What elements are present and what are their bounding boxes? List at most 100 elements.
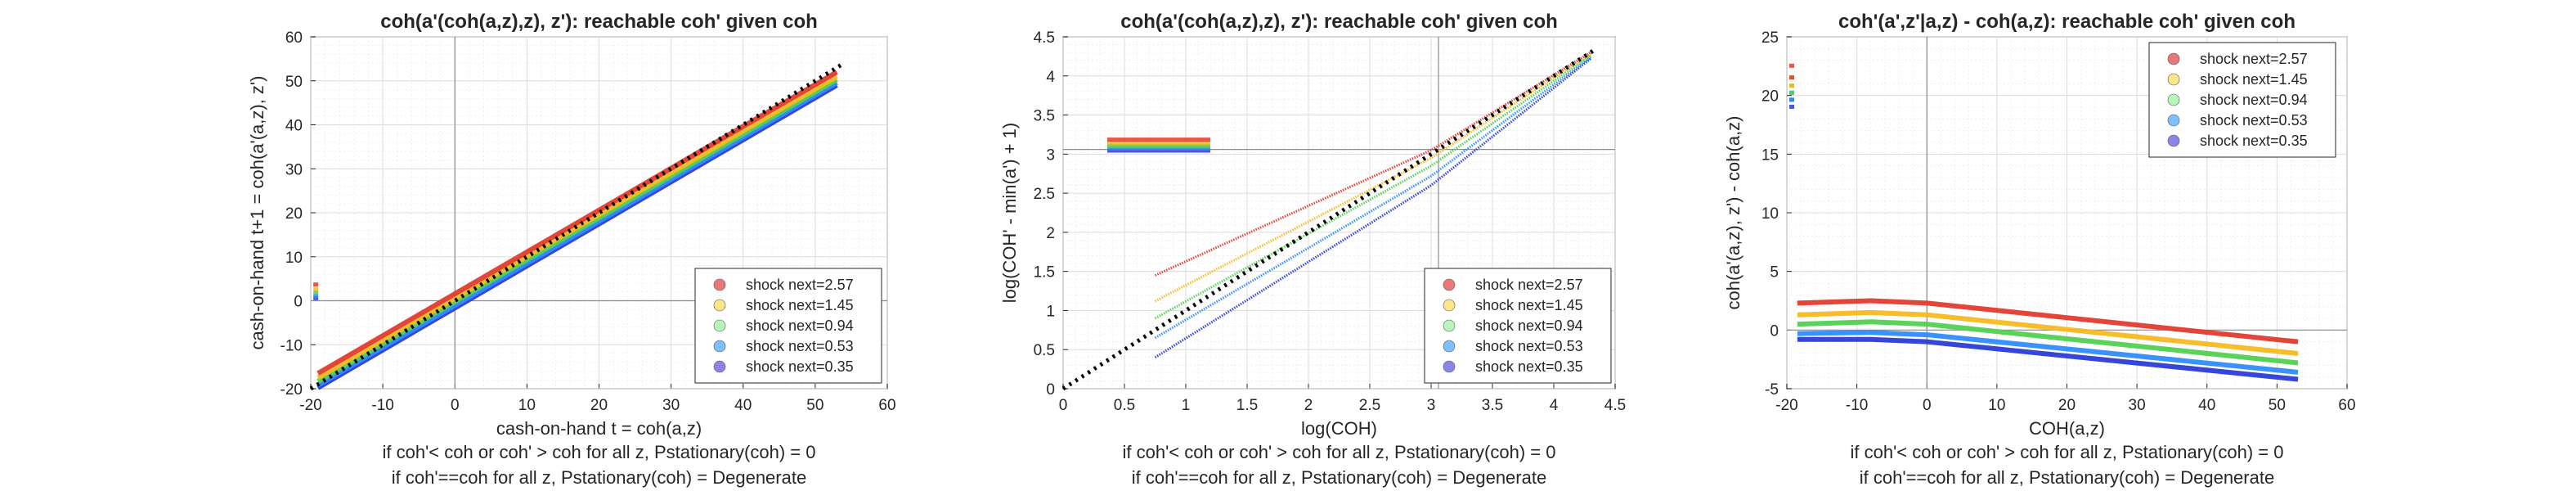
x-tick-label: 0.5: [1114, 397, 1135, 414]
panel-2-legend-swatch-1: [1443, 278, 1456, 291]
x-tick-label: 50: [2269, 397, 2286, 414]
x-tick-label: 50: [806, 397, 824, 414]
panel-3-note-2: if coh'==coh for all z, Pstationary(coh)…: [1860, 467, 2274, 488]
series-point-3: [1159, 143, 1210, 148]
y-tick-label: 20: [1761, 88, 1779, 106]
series-point-3: [1107, 143, 1159, 148]
panel-2-legend-swatch-5: [1443, 360, 1456, 373]
x-tick-label: 60: [2338, 397, 2355, 414]
x-tick-label: 2.5: [1359, 397, 1380, 414]
45-degree-line: [1061, 49, 1595, 391]
panel-1: coh(a'(coh(a,z),z), z'): reachable coh' …: [247, 11, 896, 488]
x-tick-label: 0: [1059, 397, 1068, 414]
panel-1-legend-swatch-2: [713, 299, 726, 312]
y-tick-label: 60: [285, 29, 303, 47]
x-tick-label: 60: [878, 397, 895, 414]
y-tick-label: 0: [1770, 322, 1779, 340]
series-point-3: [1788, 90, 1794, 95]
x-tick-label: 4: [1550, 397, 1559, 414]
panel-1-legend-swatch-1: [713, 278, 726, 291]
y-tick-label: 40: [285, 118, 303, 135]
panel-3-legend-swatch-5: [2167, 134, 2180, 147]
series-point-5: [1107, 148, 1159, 153]
x-tick-label: 0: [451, 397, 460, 414]
x-tick-label: 3: [1427, 397, 1436, 414]
panel-1-legend-swatch-3: [713, 319, 726, 332]
panel-3-ylabel: coh(a'(a,z), z') - coh(a,z): [1723, 115, 1744, 309]
series-point-2: [1107, 140, 1159, 145]
45-degree-line: [309, 61, 846, 391]
panel-1-legend-label-1: shock next=2.57: [746, 277, 854, 293]
panel-2-minor-grid: [1063, 37, 1615, 389]
x-tick-label: 30: [2129, 397, 2146, 414]
y-tick-label: 25: [1761, 29, 1779, 47]
panel-2: coh(a'(coh(a,z),z), z'): reachable coh' …: [999, 11, 1626, 488]
panel-1-legend-label-3: shock next=0.94: [746, 318, 854, 334]
panel-3-xlabel: COH(a,z): [2029, 418, 2105, 439]
series-point-5: [313, 295, 319, 300]
y-tick-label: 4: [1046, 69, 1055, 86]
series-point-4: [1107, 146, 1159, 151]
panel-3-note-1: if coh'< coh or coh' > coh for all z, Ps…: [1851, 442, 2284, 462]
x-tick-label: 1: [1182, 397, 1191, 414]
series-point-2: [1159, 140, 1210, 145]
y-tick-label: 15: [1761, 146, 1779, 164]
series-line-1: [1797, 298, 2299, 345]
series-line-1: [1154, 51, 1591, 277]
panel-1-ylabel: cash-on-hand t+1 = coh(a'(a,z), z'): [247, 76, 267, 350]
series-line-3: [1797, 319, 2299, 366]
panel-1-title: coh(a'(coh(a,z),z), z'): reachable coh' …: [380, 11, 818, 33]
x-tick-label: -20: [299, 397, 321, 414]
panel-2-legend-label-4: shock next=0.53: [1475, 338, 1583, 354]
panel-2-ylabel: log(COH' - min(a') + 1): [999, 123, 1020, 304]
series-point-3: [313, 290, 319, 295]
series-point-4: [1788, 97, 1794, 102]
series-point-2: [313, 286, 319, 291]
x-tick-label: 40: [2198, 397, 2215, 414]
x-tick-label: 20: [2058, 397, 2076, 414]
panel-3-legend-label-4: shock next=0.53: [2200, 112, 2308, 128]
panel-2-note-1: if coh'< coh or coh' > coh for all z, Ps…: [1123, 442, 1556, 462]
y-tick-label: -5: [1765, 381, 1779, 399]
panel-1-legend: shock next=2.57 shock next=1.45 shock ne…: [694, 268, 882, 384]
panel-3-legend-label-3: shock next=0.94: [2200, 92, 2308, 108]
series-point-2: [1788, 83, 1794, 88]
panel-2-legend-swatch-3: [1443, 319, 1456, 332]
panel-1-note-1: if coh'< coh or coh' > coh for all z, Ps…: [383, 442, 816, 462]
x-tick-label: 20: [590, 397, 608, 414]
panel-1-legend-label-2: shock next=1.45: [746, 297, 854, 313]
y-tick-label: 3: [1046, 146, 1055, 164]
series-line-3: [1154, 54, 1591, 320]
panel-3-marks: [1787, 37, 2347, 389]
y-tick-label: 20: [285, 205, 303, 223]
panel-2-title: coh(a'(coh(a,z),z), z'): reachable coh' …: [1120, 11, 1558, 33]
series-point-1: [1107, 137, 1159, 142]
panel-1-legend-swatch-5: [713, 360, 726, 373]
series-line-1: [316, 70, 838, 376]
series-line-4: [1154, 56, 1591, 340]
series-point-1: [1159, 137, 1210, 142]
panel-1-marks: [309, 37, 887, 391]
panel-1-legend-label-5: shock next=0.35: [746, 358, 854, 375]
x-tick-label: 3.5: [1482, 397, 1503, 414]
y-tick-label: 4.5: [1034, 29, 1055, 47]
series-line-3: [316, 77, 838, 384]
y-tick-label: 5: [1770, 264, 1779, 282]
x-tick-label: 2: [1304, 397, 1313, 414]
y-tick-label: 10: [285, 250, 303, 267]
x-tick-label: 4.5: [1604, 397, 1626, 414]
panel-2-legend-label-1: shock next=2.57: [1475, 277, 1583, 293]
x-tick-label: 30: [662, 397, 680, 414]
y-tick-label: 2: [1046, 225, 1055, 242]
panel-2-marks: [1061, 37, 1615, 391]
panel-3-legend-box: [2148, 42, 2336, 158]
series-line-2: [316, 74, 838, 381]
panel-2-legend-swatch-2: [1443, 299, 1456, 312]
panel-1-legend-box: [694, 268, 882, 384]
y-tick-label: 50: [285, 74, 303, 91]
panel-3-legend-swatch-4: [2167, 114, 2180, 127]
y-tick-label: 0.5: [1034, 342, 1055, 359]
y-tick-label: 1.5: [1034, 264, 1055, 282]
panel-3-title: coh'(a',z'|a,z) - coh(a,z): reachable co…: [1838, 11, 2296, 33]
panel-2-xlabel: log(COH): [1301, 418, 1377, 439]
